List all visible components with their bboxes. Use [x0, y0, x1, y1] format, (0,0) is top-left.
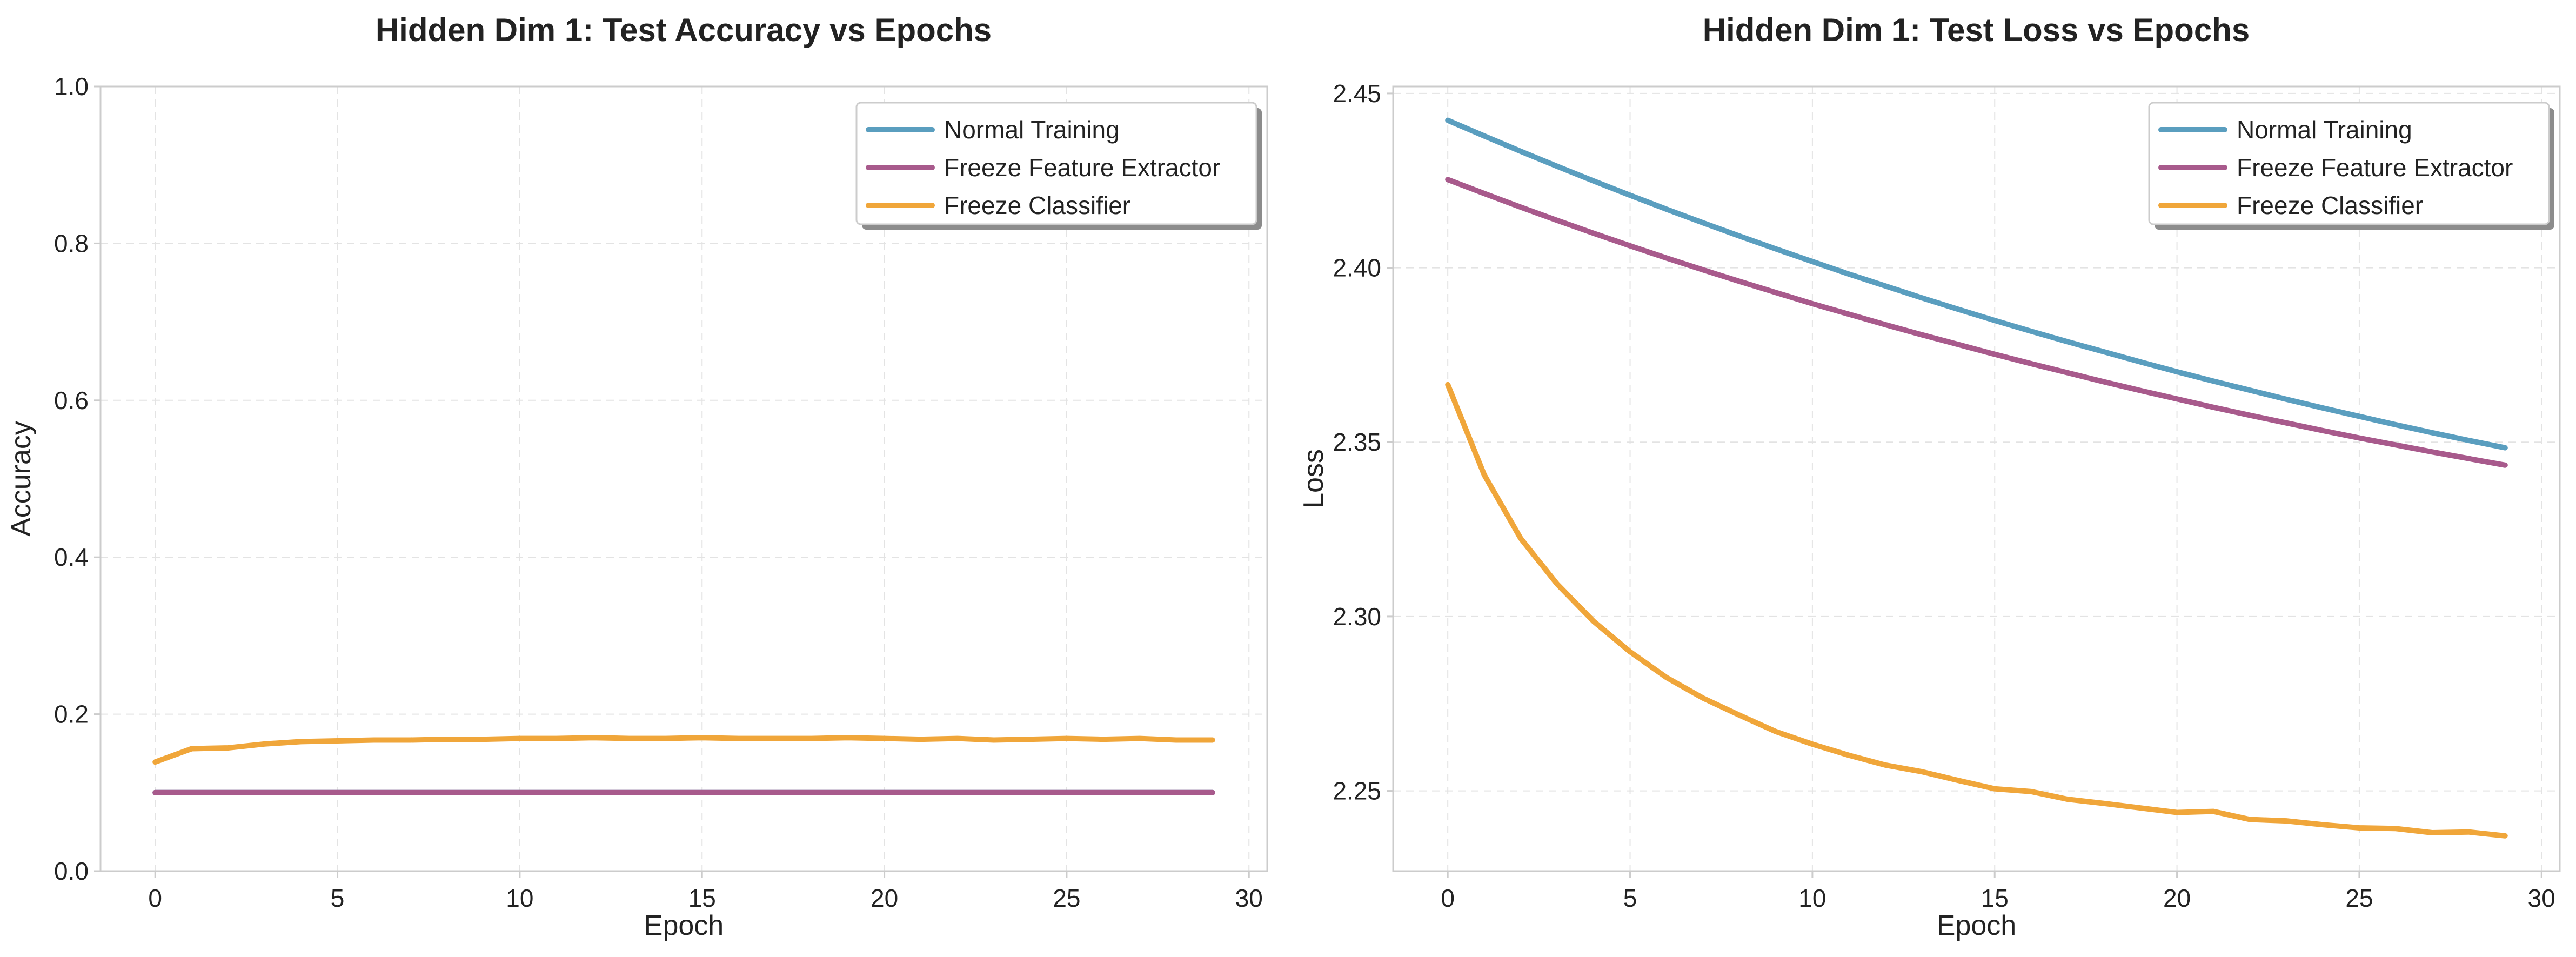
legend-box	[855, 102, 1257, 225]
series-line-1	[1445, 177, 2508, 468]
y-tick-label: 2.35	[1333, 428, 1381, 456]
y-tick-label: 0.4	[54, 543, 89, 571]
y-tick-label: 0.0	[54, 857, 89, 885]
x-tick-label: 25	[2345, 884, 2373, 912]
y-tick-label: 2.40	[1333, 254, 1381, 282]
y-axis-label: Accuracy	[5, 421, 37, 537]
x-tick-label: 5	[331, 884, 345, 912]
legend-box	[2148, 102, 2550, 225]
y-tick-label: 0.2	[54, 700, 89, 728]
x-axis-label: Epoch	[1937, 910, 2016, 941]
legend-entry-2: Freeze Classifier	[2237, 191, 2423, 219]
legend-entry-0: Normal Training	[944, 116, 1120, 144]
x-tick-label: 25	[1053, 884, 1080, 912]
x-tick-label: 20	[871, 884, 898, 912]
x-tick-label: 30	[2528, 884, 2555, 912]
y-tick-label: 2.30	[1333, 603, 1381, 631]
x-tick-label: 5	[1623, 884, 1637, 912]
series-line-2	[152, 735, 1215, 765]
plot-frame	[99, 85, 1268, 872]
plot-frame	[1392, 85, 2561, 872]
chart-panel-0: Hidden Dim 1: Test Accuracy vs Epochs 0 5 1…	[5, 12, 1268, 941]
x-tick-label: 15	[688, 884, 716, 912]
y-tick-label: 0.6	[54, 386, 89, 414]
x-tick-label: 0	[1441, 884, 1455, 912]
x-tick-label: 0	[148, 884, 162, 912]
legend: Normal Training Freeze Feature Extractor F…	[855, 102, 1262, 230]
x-tick-label: 15	[1981, 884, 2009, 912]
x-tick-label: 10	[1798, 884, 1826, 912]
x-tick-label: 20	[2163, 884, 2191, 912]
series-line-0	[1445, 117, 2508, 451]
legend-entry-1: Freeze Feature Extractor	[944, 153, 1220, 182]
series-line-2	[1445, 382, 2508, 839]
legend-entry-0: Normal Training	[2237, 116, 2412, 144]
y-tick-label: 2.25	[1333, 777, 1381, 805]
chart-panel-1: Hidden Dim 1: Test Loss vs Epochs 0 5 10 15 2…	[1298, 12, 2561, 941]
x-tick-label: 10	[506, 884, 533, 912]
legend-entry-2: Freeze Classifier	[944, 191, 1130, 219]
legend: Normal Training Freeze Feature Extractor F…	[2148, 102, 2554, 230]
x-tick-label: 30	[1235, 884, 1263, 912]
x-axis-label: Epoch	[644, 910, 724, 941]
chart-title: Hidden Dim 1: Test Accuracy vs Epochs	[376, 12, 992, 48]
chart-title: Hidden Dim 1: Test Loss vs Epochs	[1703, 12, 2250, 48]
y-tick-label: 1.0	[54, 72, 89, 101]
legend-entry-1: Freeze Feature Extractor	[2237, 153, 2513, 182]
y-tick-label: 2.45	[1333, 79, 1381, 108]
y-axis-label: Loss	[1298, 449, 1329, 508]
y-tick-label: 0.8	[54, 229, 89, 257]
